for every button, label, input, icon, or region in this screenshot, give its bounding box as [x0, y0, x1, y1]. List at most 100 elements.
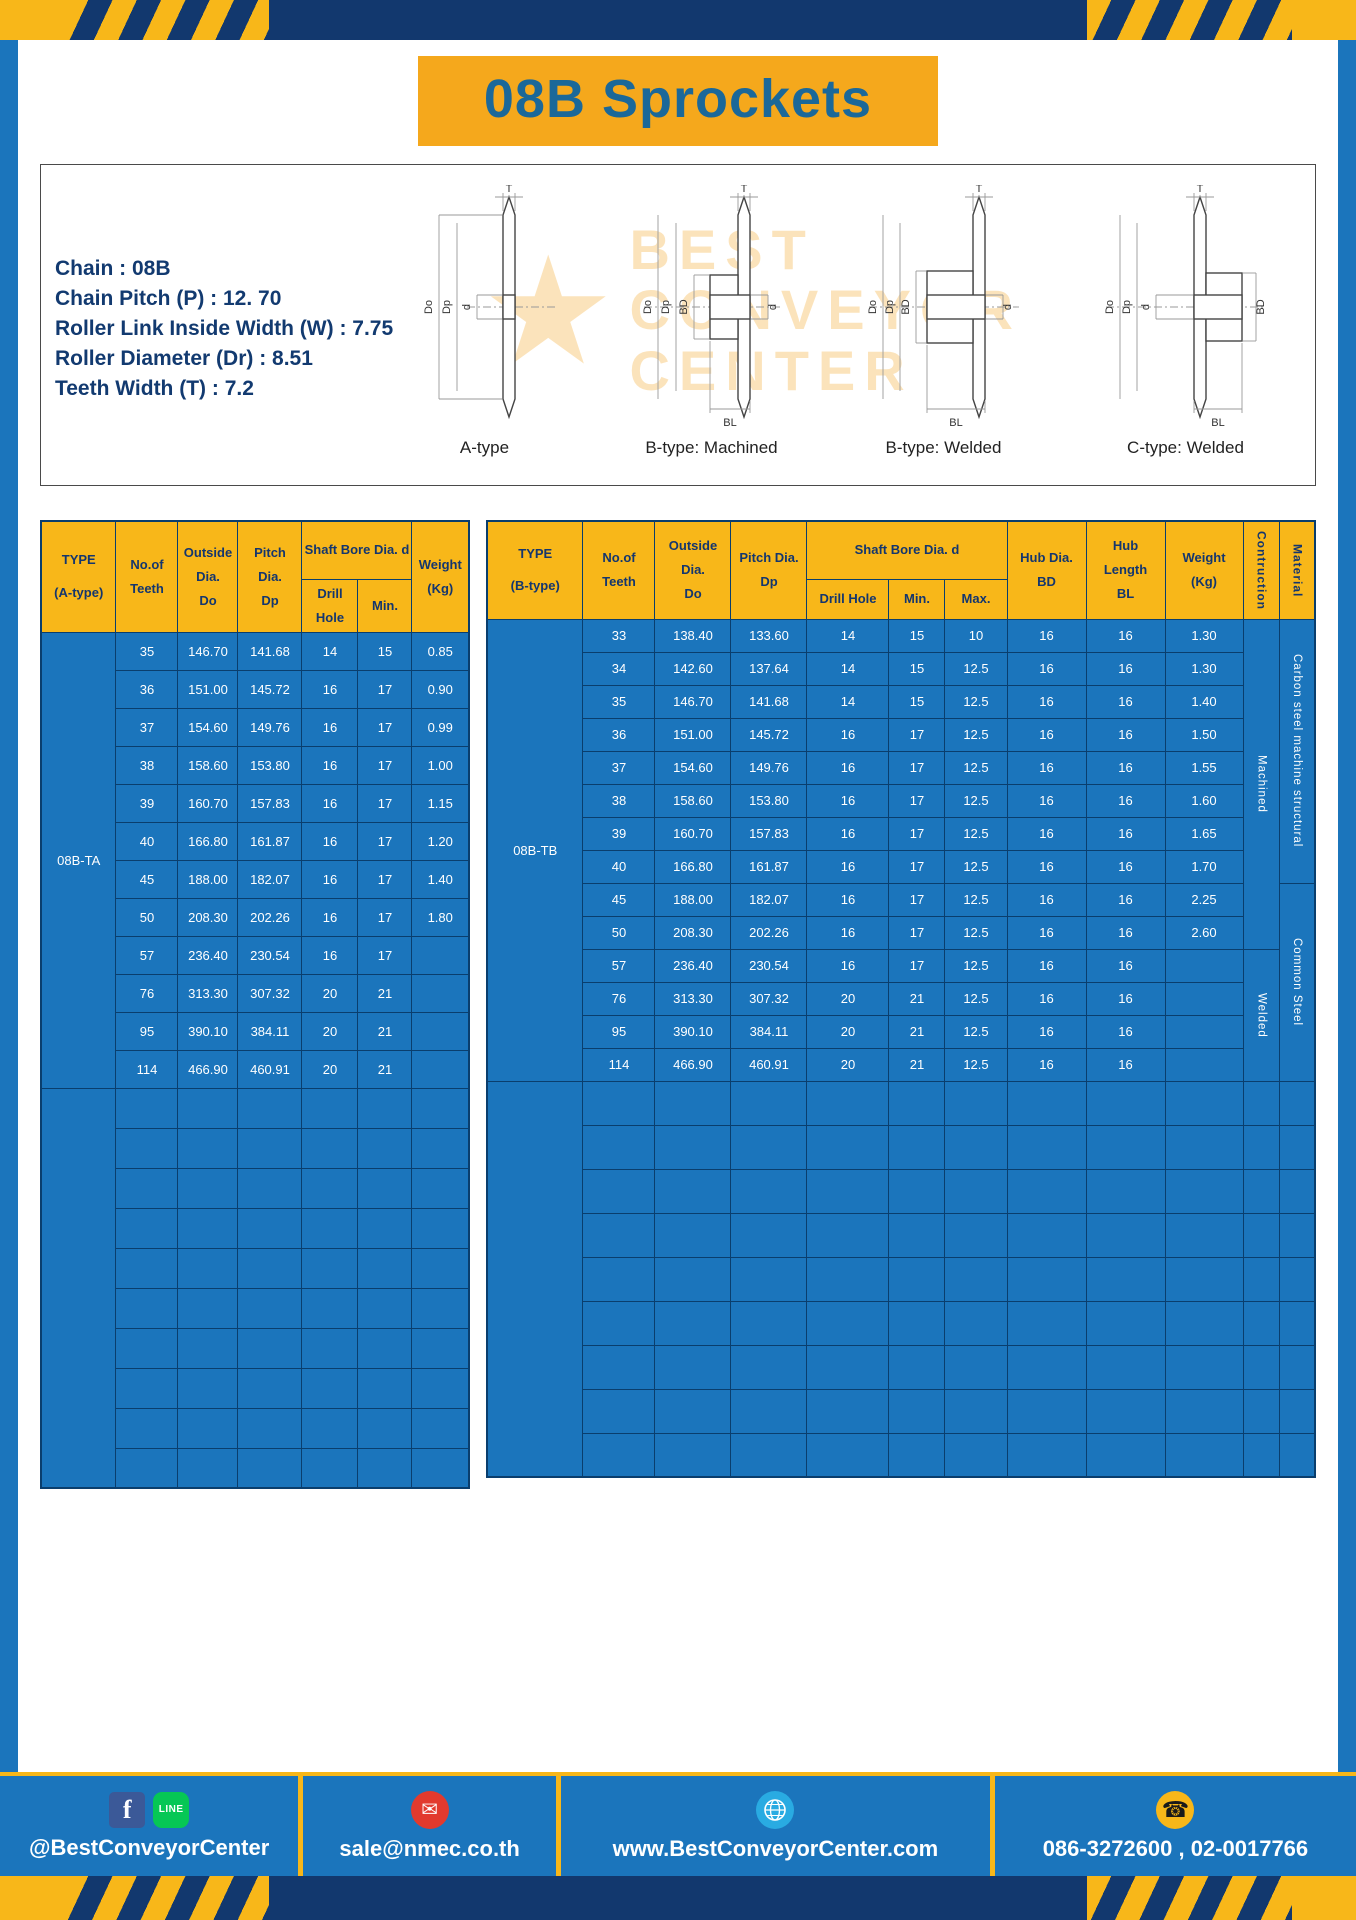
table-cell: 39 — [115, 783, 179, 823]
table-cell — [115, 1447, 179, 1489]
table-cell: 12.5 — [944, 750, 1008, 785]
table-cell: 16 — [806, 882, 890, 917]
table-cell: 149.76 — [730, 750, 808, 785]
line-icon[interactable]: LINE — [153, 1791, 190, 1828]
email-icon[interactable]: ✉ — [410, 1790, 449, 1829]
footer-phone-section: ☎ 086-3272600 , 02-0017766 — [989, 1776, 1356, 1876]
table-cell — [237, 1167, 303, 1209]
table-cell — [357, 1087, 413, 1129]
table-cell — [582, 1300, 656, 1346]
table-cell — [301, 1167, 359, 1209]
table-cell: 16 — [1085, 717, 1166, 752]
content: 08B Sprockets Chain : 08B Chain Pitch (P… — [17, 40, 1338, 1772]
table-cell — [411, 1287, 470, 1329]
table-cell: 1.40 — [411, 859, 470, 899]
col-header-construction: Contruction — [1242, 520, 1280, 620]
table-cell — [944, 1212, 1008, 1258]
table-cell: 12.5 — [944, 651, 1008, 686]
table-cell: 154.60 — [177, 707, 239, 747]
table-cell: 16 — [1006, 717, 1087, 752]
table-cell — [115, 1087, 179, 1129]
dim-label-bl: BL — [950, 417, 963, 429]
table-cell — [411, 1447, 470, 1489]
col-header-hub-dia: Hub Dia. BD — [1006, 520, 1087, 620]
table-row: 95 390.10 384.11 20 21 12.5 16 16 — [487, 1014, 1315, 1049]
table-empty-row — [487, 1344, 1316, 1390]
table-cell — [730, 1300, 808, 1346]
table-cell: 466.90 — [177, 1049, 239, 1089]
footer-social-icons: f LINE — [109, 1791, 190, 1828]
footer-facebook-handle[interactable]: @BestConveyorCenter — [29, 1834, 270, 1860]
table-cell: 0.85 — [411, 631, 470, 671]
table-cell — [177, 1247, 239, 1289]
table-cell — [1085, 1300, 1166, 1346]
table-cell — [806, 1388, 890, 1434]
drawings-area: ★ BEST CONVEYOR CENTER — [371, 165, 1315, 485]
table-cell: 16 — [1085, 981, 1166, 1016]
tables-area: TYPE (A-type) No.of Teeth Outside Dia. D… — [39, 520, 1316, 1490]
table-cell: 12.5 — [944, 1047, 1008, 1082]
table-cell: 16 — [301, 935, 359, 975]
table-row: 08B-TB 33 138.40 133.60 14 15 10 16 16 1.30 Machin… — [486, 618, 1316, 1082]
table-cell: 16 — [301, 669, 359, 709]
dim-label-bd: BD — [678, 299, 690, 314]
table-cell: 141.68 — [730, 684, 808, 719]
table-cell: 17 — [888, 717, 946, 752]
table-cell — [411, 1127, 470, 1169]
table-cell: 307.32 — [730, 981, 808, 1016]
table-cell — [115, 1367, 179, 1409]
table-cell: 230.54 — [237, 935, 303, 975]
table-cell: 14 — [301, 631, 359, 671]
footer-email[interactable]: sale@nmec.co.th — [339, 1835, 520, 1861]
table-row: 36 151.00 145.72 16 17 12.5 16 16 1.50 — [487, 717, 1315, 752]
table-cell: 20 — [301, 1049, 359, 1089]
col-header-type: TYPE (A-type) — [40, 520, 117, 633]
table-cell: 16 — [1085, 783, 1166, 818]
table-cell — [654, 1256, 732, 1302]
hazard-stripes — [64, 0, 269, 40]
drawing-caption: A-type — [459, 438, 510, 457]
table-cell — [115, 1167, 179, 1209]
col-header-max: Max. — [944, 578, 1008, 620]
table-cell: 384.11 — [237, 1011, 303, 1051]
table-cell — [1242, 1388, 1280, 1434]
table-row: 38 158.60 153.80 16 17 1.00 — [41, 745, 470, 785]
table-cell: 37 — [115, 707, 179, 747]
table-cell: 157.83 — [237, 783, 303, 823]
table-cell: 16 — [806, 948, 890, 983]
table-cell — [1164, 1124, 1244, 1170]
table-row: 35 146.70 141.68 14 15 12.5 16 16 1.40 — [487, 684, 1315, 719]
table-cell — [177, 1087, 239, 1129]
table-row: 50 208.30 202.26 16 17 12.5 16 16 2.60 — [487, 915, 1315, 950]
table-row: 114 466.90 460.91 20 21 — [41, 1049, 470, 1089]
table-cell: 17 — [888, 783, 946, 818]
table-cell — [654, 1388, 732, 1434]
table-cell — [654, 1124, 732, 1170]
table-cell — [237, 1407, 303, 1449]
table-cell: 16 — [1006, 915, 1087, 950]
table-cell — [582, 1168, 656, 1214]
table-cell: 35 — [115, 631, 179, 671]
table-row: 39 160.70 157.83 16 17 12.5 16 16 1.65 — [487, 816, 1315, 851]
table-cell: 16 — [1085, 816, 1166, 851]
spec-line-roller-dia: Roller Diameter (Dr) : 8.51 — [54, 347, 313, 370]
globe-icon[interactable] — [756, 1790, 795, 1829]
table-cell: 202.26 — [237, 897, 303, 937]
table-cell: 153.80 — [237, 745, 303, 785]
table-row: 95 390.10 384.11 20 21 — [41, 1011, 470, 1051]
hazard-stripe-bottom — [0, 1876, 1356, 1920]
table-cell: 114 — [582, 1047, 656, 1082]
table-cell — [357, 1407, 413, 1449]
table-cell: 12.5 — [944, 948, 1008, 983]
drawing-b-type-welded: T Do Dp BD d BL B-type: Welded — [863, 183, 1023, 458]
table-cell: 16 — [301, 745, 359, 785]
table-cell: 1.55 — [1164, 750, 1244, 785]
table-cell — [806, 1212, 890, 1258]
facebook-icon[interactable]: f — [109, 1791, 146, 1828]
table-cell: 16 — [1085, 750, 1166, 785]
frame-right — [1338, 40, 1356, 1772]
table-cell — [1242, 1432, 1280, 1478]
table-row: 50 208.30 202.26 16 17 1.80 — [41, 897, 470, 937]
footer-website[interactable]: www.BestConveyorCenter.com — [612, 1835, 939, 1861]
table-cell: 20 — [806, 1047, 890, 1082]
